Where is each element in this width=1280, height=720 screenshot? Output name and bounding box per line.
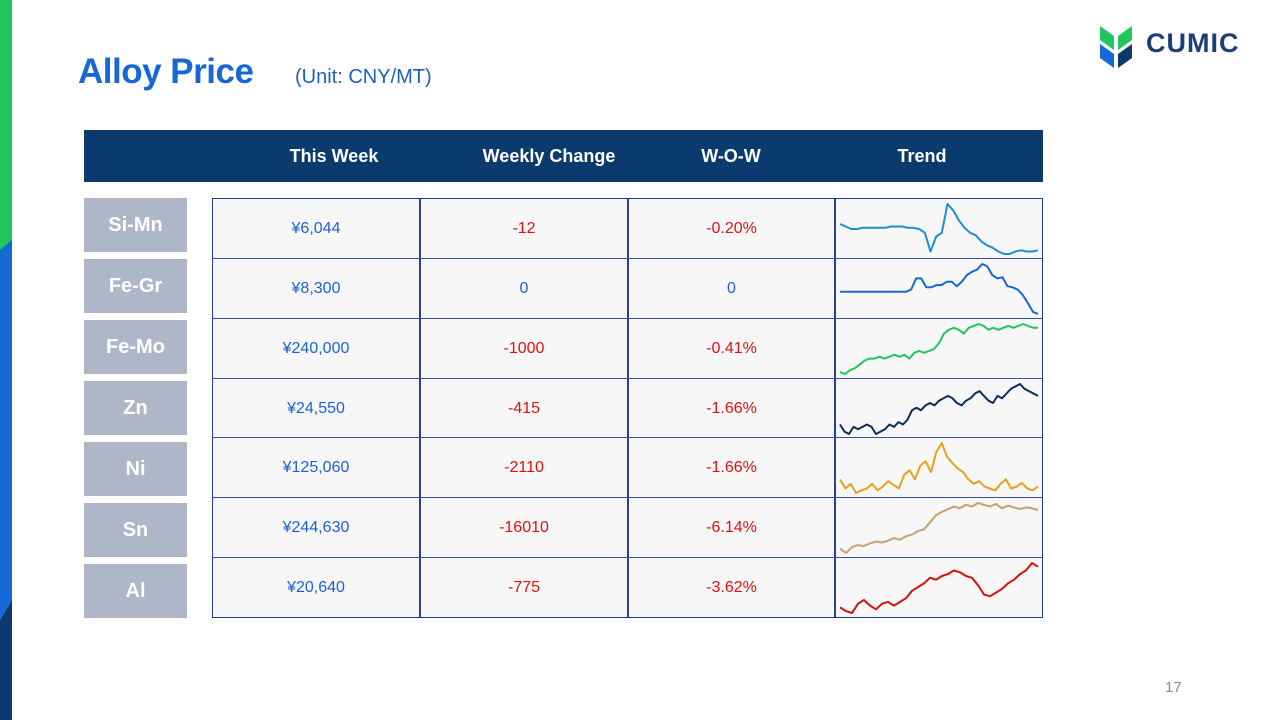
change-cell: 0 — [519, 280, 529, 297]
change-cell: -1000 — [503, 340, 545, 357]
wow-cell: 0 — [727, 280, 736, 297]
price-cell: ¥125,060 — [282, 459, 350, 476]
row-divider — [213, 497, 1042, 498]
row-label-si-mn: Si-Mn — [84, 198, 187, 252]
price-cell: ¥244,630 — [282, 519, 350, 536]
wow-cell: -6.14% — [706, 519, 757, 536]
left-accent-bar — [0, 0, 12, 720]
page-title: Alloy Price — [78, 52, 254, 91]
column-header-this-week: This Week — [289, 146, 379, 166]
column-divider — [419, 199, 421, 617]
column-divider — [627, 199, 629, 617]
row-label-fe-mo: Fe-Mo — [84, 320, 187, 374]
trend-line — [839, 323, 1038, 375]
trend-sparkline — [839, 442, 1039, 494]
trend-sparkline — [839, 562, 1039, 614]
wow-cell: -0.20% — [706, 220, 757, 237]
price-table: ¥6,044 -12 -0.20% ¥8,300 0 0 ¥240,000 -1000 -0.4… — [212, 198, 1043, 618]
column-header-weekly-change: Weekly Change — [482, 146, 616, 166]
column-header-wow: W-O-W — [701, 146, 761, 166]
trend-line — [839, 442, 1039, 494]
trend-line — [839, 203, 1039, 255]
trend-line — [839, 562, 1039, 614]
page-number: 17 — [1165, 679, 1182, 696]
price-cell: ¥20,640 — [287, 579, 345, 596]
wow-cell: -3.62% — [706, 579, 757, 596]
trend-sparkline — [840, 263, 1039, 315]
trend-sparkline — [839, 323, 1038, 375]
logo-text: CUMIC — [1146, 28, 1240, 58]
trend-line — [840, 263, 1039, 315]
row-label-zn: Zn — [84, 381, 187, 435]
price-cell: ¥240,000 — [282, 340, 350, 357]
row-label-al: Al — [84, 564, 187, 618]
wow-cell: -0.41% — [706, 340, 757, 357]
row-label-fe-gr: Fe-Gr — [84, 259, 187, 313]
price-cell: ¥24,550 — [287, 400, 345, 417]
trend-sparkline — [839, 203, 1039, 255]
table-header: This Week Weekly Change W-O-W Trend — [84, 130, 1043, 182]
row-divider — [213, 437, 1042, 438]
logo-icon — [1100, 26, 1132, 68]
row-divider — [213, 258, 1042, 259]
change-cell: -2110 — [504, 459, 544, 476]
change-cell: -775 — [507, 579, 541, 596]
unit-label: (Unit: CNY/MT) — [295, 66, 432, 88]
wow-cell: -1.66% — [706, 459, 757, 476]
row-divider — [213, 378, 1042, 379]
column-header-trend: Trend — [897, 146, 947, 166]
trend-sparkline — [839, 502, 1039, 554]
price-cell: ¥6,044 — [291, 220, 341, 237]
wow-cell: -1.66% — [706, 400, 757, 417]
change-cell: -16010 — [499, 519, 549, 536]
trend-line — [839, 502, 1039, 554]
change-cell: -12 — [512, 220, 536, 237]
price-cell: ¥8,300 — [291, 280, 341, 297]
company-logo: CUMIC — [1096, 20, 1256, 70]
row-label-ni: Ni — [84, 442, 187, 496]
trend-line — [839, 383, 1039, 435]
row-label-sn: Sn — [84, 503, 187, 557]
column-divider — [834, 199, 836, 617]
row-divider — [213, 557, 1042, 558]
trend-sparkline — [839, 383, 1039, 435]
row-divider — [213, 318, 1042, 319]
change-cell: -415 — [507, 400, 541, 417]
